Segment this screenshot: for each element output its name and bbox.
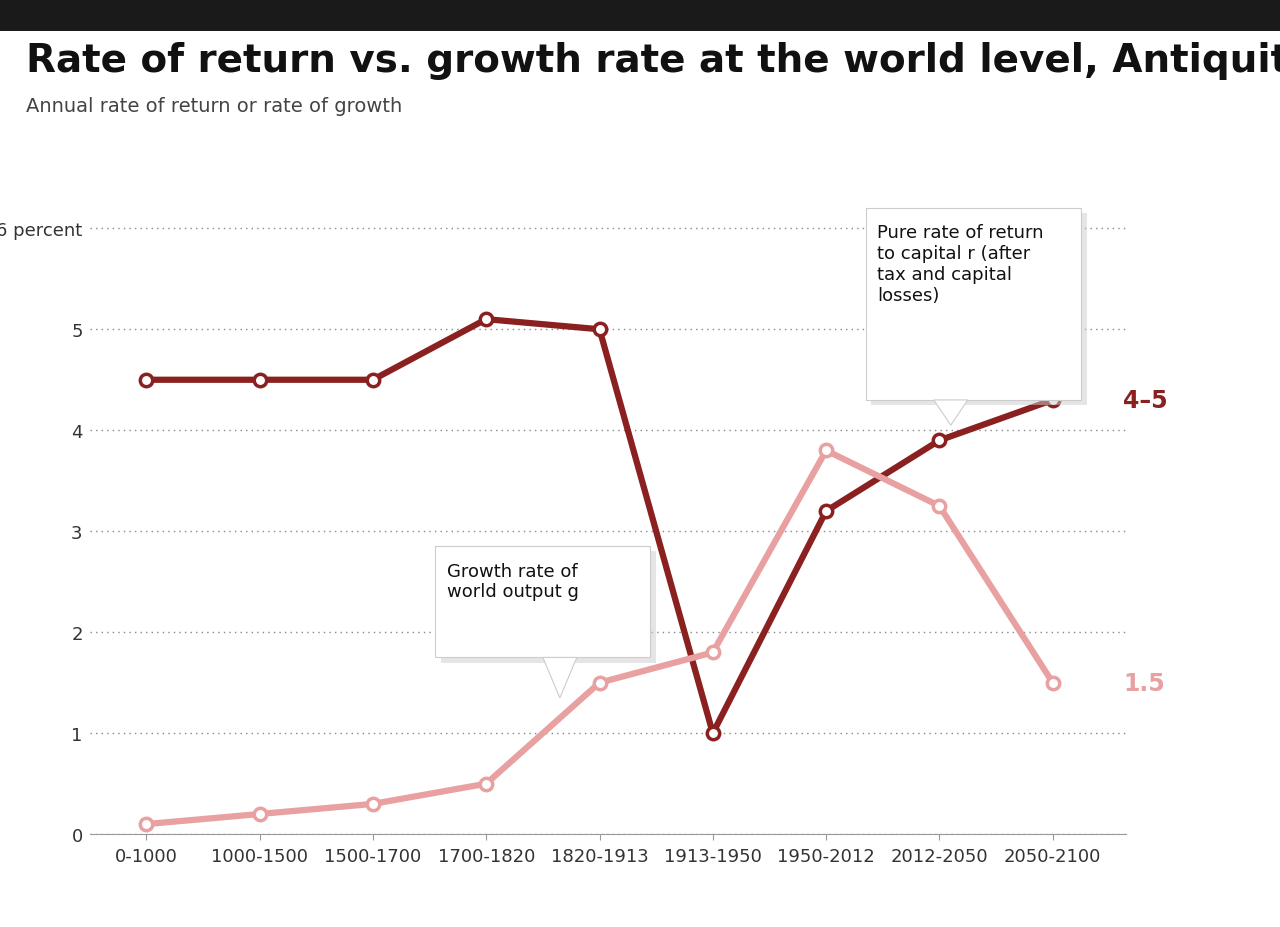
Point [362,373,383,387]
Point [1042,393,1062,408]
Point [476,777,497,792]
Point [929,434,950,449]
Text: Annual rate of return or rate of growth: Annual rate of return or rate of growth [26,97,402,116]
FancyBboxPatch shape [865,209,1082,400]
Point [703,645,723,660]
Point [476,312,497,327]
Point [589,323,609,337]
FancyBboxPatch shape [872,214,1087,405]
Point [815,443,836,458]
Point [136,373,156,387]
Point [250,373,270,387]
Polygon shape [934,400,968,425]
Point [815,504,836,519]
FancyBboxPatch shape [435,547,650,658]
Point [929,499,950,514]
Text: 1.5: 1.5 [1123,671,1165,695]
Point [1042,676,1062,691]
Polygon shape [543,658,577,698]
Point [250,806,270,821]
Point [136,817,156,832]
Text: Pure rate of return
to capital r (after
tax and capital
losses): Pure rate of return to capital r (after … [877,224,1043,304]
FancyBboxPatch shape [440,552,657,663]
Text: Growth rate of
world output g: Growth rate of world output g [447,562,579,601]
Point [589,676,609,691]
Point [703,726,723,741]
Text: Rate of return vs. growth rate at the world level, Antiquity–2100: Rate of return vs. growth rate at the wo… [26,42,1280,80]
Text: 4–5: 4–5 [1123,388,1167,413]
Point [362,796,383,811]
